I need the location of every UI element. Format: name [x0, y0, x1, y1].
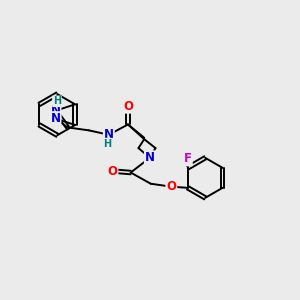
Text: N: N: [50, 104, 61, 117]
Text: N: N: [104, 128, 114, 141]
Text: N: N: [50, 112, 61, 125]
Text: F: F: [184, 152, 192, 166]
Text: N: N: [145, 151, 155, 164]
Text: O: O: [123, 100, 133, 113]
Text: H: H: [103, 139, 111, 148]
Text: H: H: [53, 96, 61, 106]
Text: O: O: [166, 180, 176, 193]
Text: O: O: [107, 165, 117, 178]
